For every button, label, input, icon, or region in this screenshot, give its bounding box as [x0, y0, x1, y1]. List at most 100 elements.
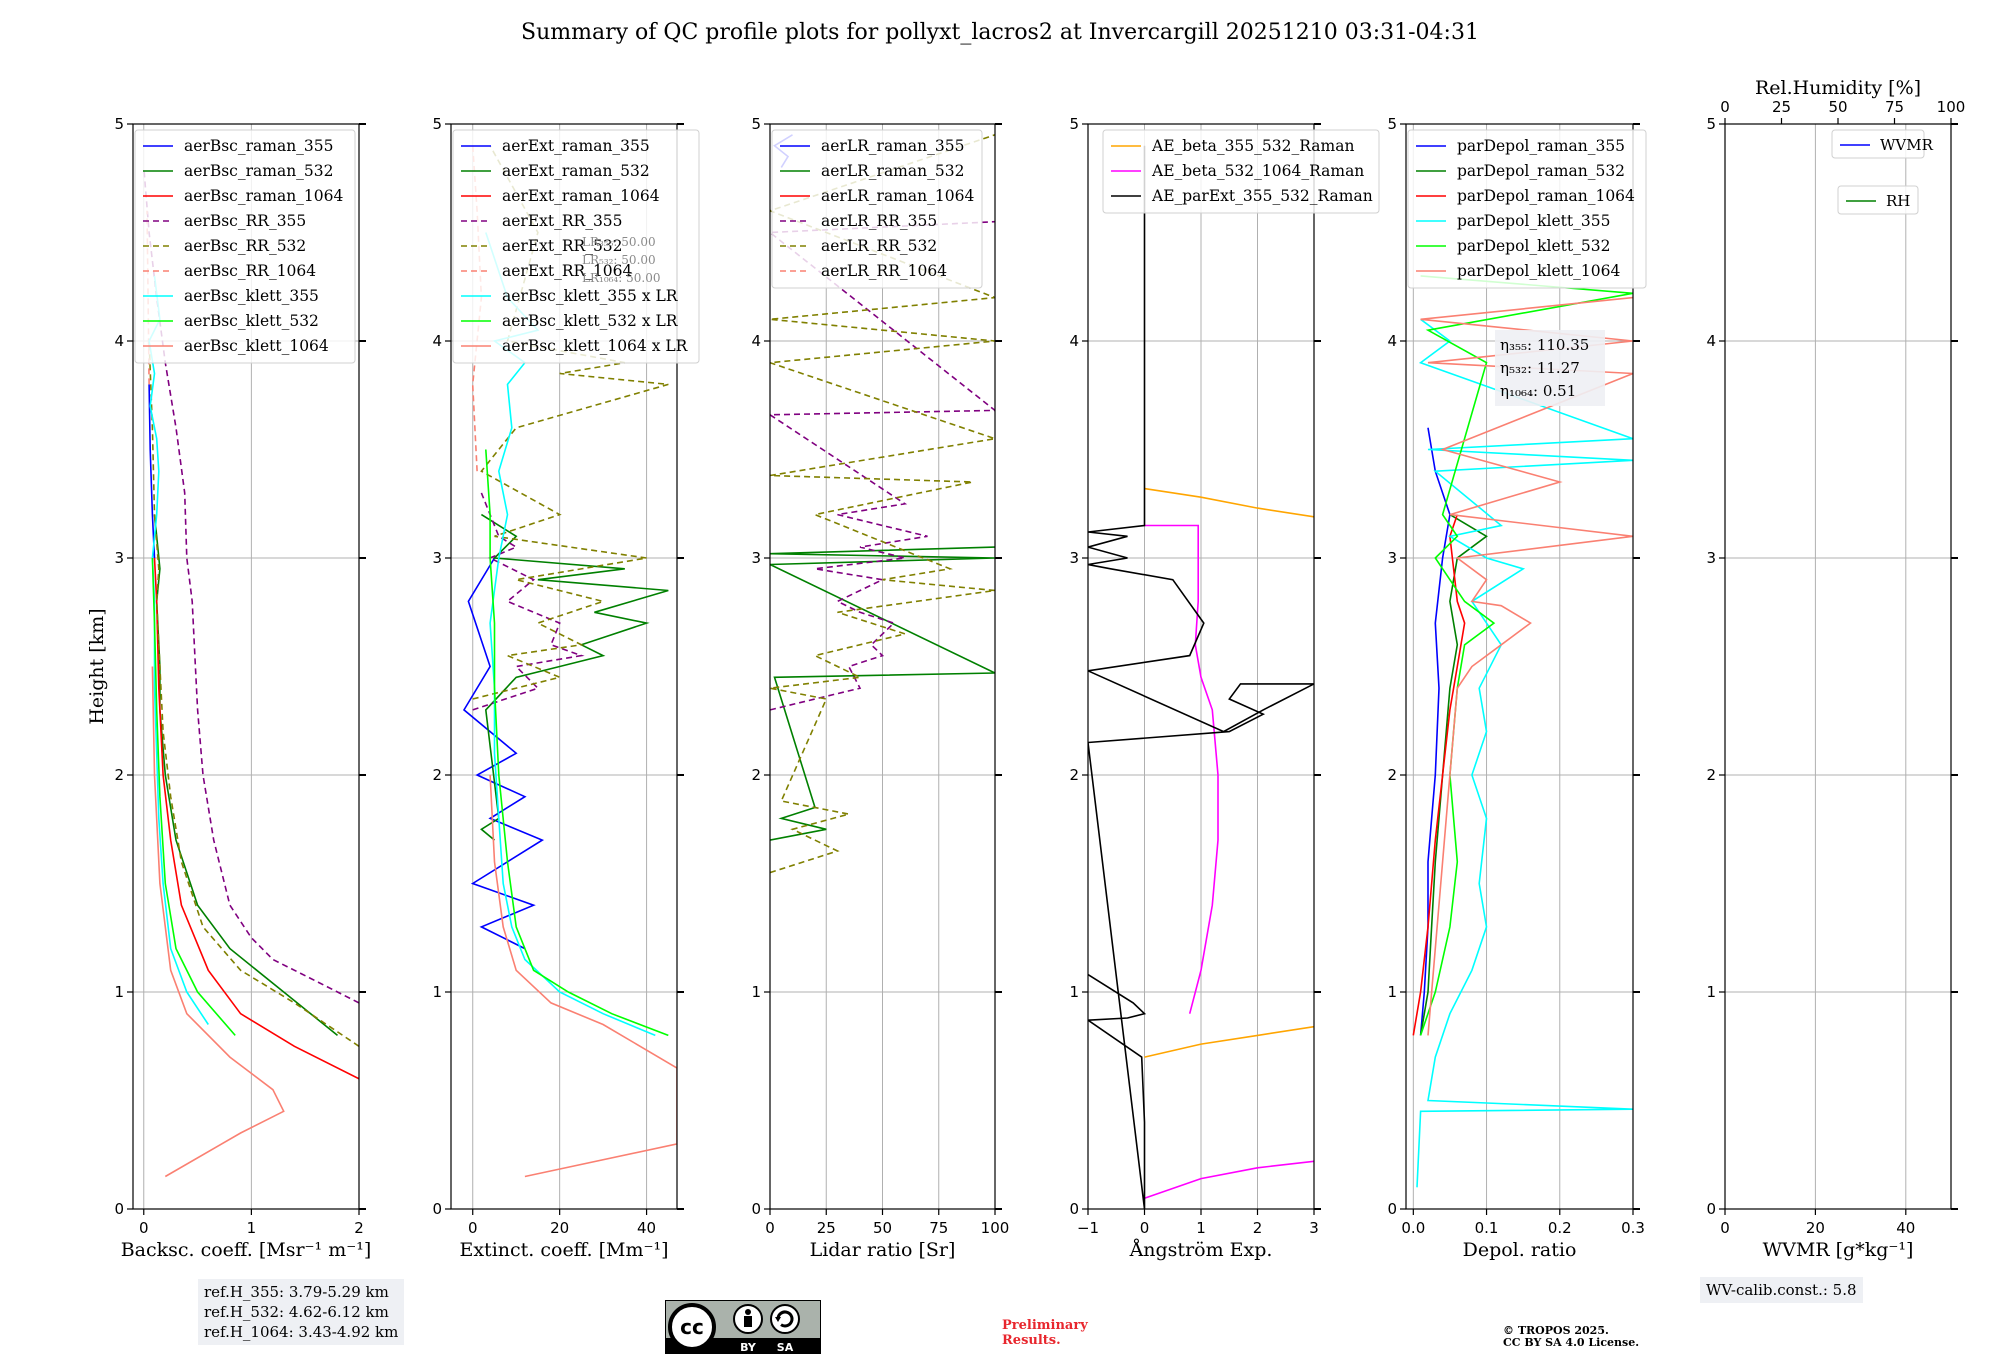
y-tick-label: 4: [1069, 332, 1079, 350]
series-line-aerbsc-raman-532: [153, 514, 339, 1037]
legend-label: aerLR_RR_1064: [821, 262, 947, 280]
y-tick-label: 2: [1069, 766, 1079, 784]
legend-label: aerLR_RR_355: [821, 212, 937, 230]
y-tick-label: 1: [432, 983, 442, 1001]
legend-label: aerLR_RR_532: [821, 237, 937, 255]
y-tick-label: 1: [1069, 983, 1079, 1001]
x-tick-label: 0: [1720, 1219, 1730, 1237]
top-tick-label: 100: [1937, 98, 1966, 116]
lidar-ratio-annotation: LR₅₃₂: 50.00: [582, 253, 656, 267]
legend-label: parDepol_raman_355: [1457, 137, 1625, 155]
y-tick-label: 5: [114, 115, 124, 133]
x-tick-label: 20: [1806, 1219, 1825, 1237]
sa-share-icon: [770, 1304, 800, 1334]
legend-label: aerLR_raman_532: [821, 162, 964, 180]
x-tick-label: 0: [765, 1219, 775, 1237]
series-line-aerlr-raman-532: [770, 546, 995, 841]
x-tick-label: 3: [1309, 1219, 1319, 1237]
x-axis-label: Ångström Exp.: [1129, 1239, 1273, 1261]
y-tick-label: 4: [114, 332, 124, 350]
legend-label: aerBsc_klett_532: [184, 312, 319, 330]
y-tick-label: 0: [1069, 1200, 1079, 1218]
panel-wv: 0 20 40 0 1 2 3 4 5 WVMR [g*kg⁻¹] 0 25 50 75 100 Rel.Hu…: [1706, 77, 1965, 1261]
y-tick-label: 4: [1387, 332, 1397, 350]
panel-bsc: 0 1 2 0 1 2 3 4 5 Backsc. coeff. [Msr⁻¹ m⁻¹] Heigh…: [86, 115, 371, 1261]
cc-sa-label: SA: [777, 1341, 794, 1354]
copyright-line-1: © TROPOS 2025.: [1503, 1324, 1609, 1337]
legend-label: parDepol_klett_532: [1457, 237, 1610, 255]
top-tick-label: 75: [1885, 98, 1904, 116]
legend-label: parDepol_raman_1064: [1457, 187, 1635, 205]
series-line-aerbsc-rr-532: [148, 340, 359, 1047]
legend-label: aerBsc_klett_1064 x LR: [502, 337, 689, 355]
y-tick-label: 2: [1706, 766, 1716, 784]
ref-height-1064: ref.H_1064: 3.43-4.92 km: [204, 1323, 399, 1341]
series-line-aerbsc-klett-1064: [151, 666, 285, 1178]
legend-label: aerBsc_RR_355: [184, 212, 306, 230]
y-tick-label: 2: [751, 766, 761, 784]
panel-ext: 0 20 40 0 1 2 3 4 5 Extinct. coeff. [Mm⁻¹] aerExt_…: [432, 115, 700, 1261]
series-line-aerbsc-raman-1064: [153, 557, 359, 1080]
figure-title: Summary of QC profile plots for pollyxt_…: [521, 20, 1479, 45]
reference-height-box: ref.H_355: 3.79-5.29 km ref.H_532: 4.62-…: [198, 1279, 405, 1345]
legend-label: parDepol_raman_532: [1457, 162, 1625, 180]
x-tick-label: 0: [1140, 1219, 1150, 1237]
copyright-note: © TROPOS 2025. CC BY SA 4.0 License.: [1503, 1325, 1639, 1349]
legend-label: aerExt_RR_355: [502, 212, 623, 230]
y-tick-label: 1: [1706, 983, 1716, 1001]
y-tick-label: 5: [1706, 115, 1716, 133]
x-tick-label: 40: [1896, 1219, 1915, 1237]
legend: AE_beta_355_532_Raman AE_beta_532_1064_Ra…: [1102, 129, 1380, 214]
x-tick-label: 2: [1253, 1219, 1263, 1237]
series-line-aerbsc-klett-1064-x-lr: [489, 774, 677, 1178]
axes-frame: [1405, 123, 1634, 1210]
ref-height-355: ref.H_355: 3.79-5.29 km: [204, 1283, 389, 1301]
legend-label: aerBsc_raman_532: [184, 162, 334, 180]
y-tick-label: 2: [1387, 766, 1397, 784]
legend: aerBsc_raman_355 aerBsc_raman_532 aerBsc_r…: [134, 129, 356, 364]
series-line-pardepol-klett-532: [1419, 275, 1633, 1036]
preliminary-line-2: Results.: [1002, 1333, 1061, 1348]
y-tick-label: 4: [1706, 332, 1716, 350]
y-tick-label: 4: [432, 332, 442, 350]
legend: aerLR_raman_355 aerLR_raman_532 aerLR_rama…: [771, 129, 983, 289]
x-tick-label: 40: [637, 1219, 656, 1237]
series-line-aerext-raman-532: [480, 513, 669, 841]
cc-circle-icon: [668, 1303, 716, 1351]
series-line-aerext-rr-355: [472, 492, 585, 711]
cc-by-label: BY: [740, 1341, 757, 1354]
series-line-aerbsc-klett-532-x-lr: [485, 449, 669, 1037]
y-axis-label: Height [km]: [86, 608, 108, 724]
wv-calibration-box: WV-calib.const.: 5.8: [1700, 1277, 1863, 1303]
legend: aerExt_raman_355 aerExt_raman_532 aerExt_r…: [452, 129, 700, 364]
x-axis-label: WVMR [g*kg⁻¹]: [1763, 1239, 1914, 1261]
legend: parDepol_raman_355 parDepol_raman_532 parD…: [1407, 129, 1647, 289]
legend-label: aerExt_raman_355: [502, 137, 650, 155]
eta-annotation: η₃₅₅: 110.35: [1500, 336, 1589, 354]
x-axis-label: Lidar ratio [Sr]: [810, 1239, 956, 1261]
x-tick-label: 0.3: [1621, 1219, 1645, 1237]
legend-label: aerBsc_klett_1064: [184, 337, 329, 355]
y-tick-label: 2: [432, 766, 442, 784]
y-tick-label: 0: [751, 1200, 761, 1218]
x-tick-label: 25: [817, 1219, 836, 1237]
y-tick-label: 1: [751, 983, 761, 1001]
x-tick-label: 2: [354, 1219, 364, 1237]
panel-depol: 0.0 0.1 0.2 0.3 0 1 2 3 4 5 Depol. ratio parDepol_r…: [1387, 115, 1647, 1261]
x-tick-label: 0.2: [1548, 1219, 1572, 1237]
preliminary-note: Preliminary Results.: [1002, 1318, 1088, 1348]
series-line-ae-beta-532-1064-raman: [1144, 1160, 1314, 1199]
legend-label: aerBsc_klett_355 x LR: [502, 287, 679, 305]
cc-by-sa-logo: cc BY SA: [665, 1300, 821, 1354]
x-axis-label: Extinct. coeff. [Mm⁻¹]: [459, 1239, 668, 1261]
top-tick-label: 50: [1828, 98, 1847, 116]
legend-label: AE_beta_355_532_Raman: [1151, 137, 1354, 155]
y-tick-label: 3: [751, 549, 761, 567]
y-tick-label: 0: [432, 1200, 442, 1218]
series-line-pardepol-raman-532: [1419, 513, 1488, 1036]
ref-height-532: ref.H_532: 4.62-6.12 km: [204, 1303, 389, 1321]
x-tick-label: −1: [1077, 1219, 1099, 1237]
x-tick-label: 0.0: [1401, 1219, 1425, 1237]
